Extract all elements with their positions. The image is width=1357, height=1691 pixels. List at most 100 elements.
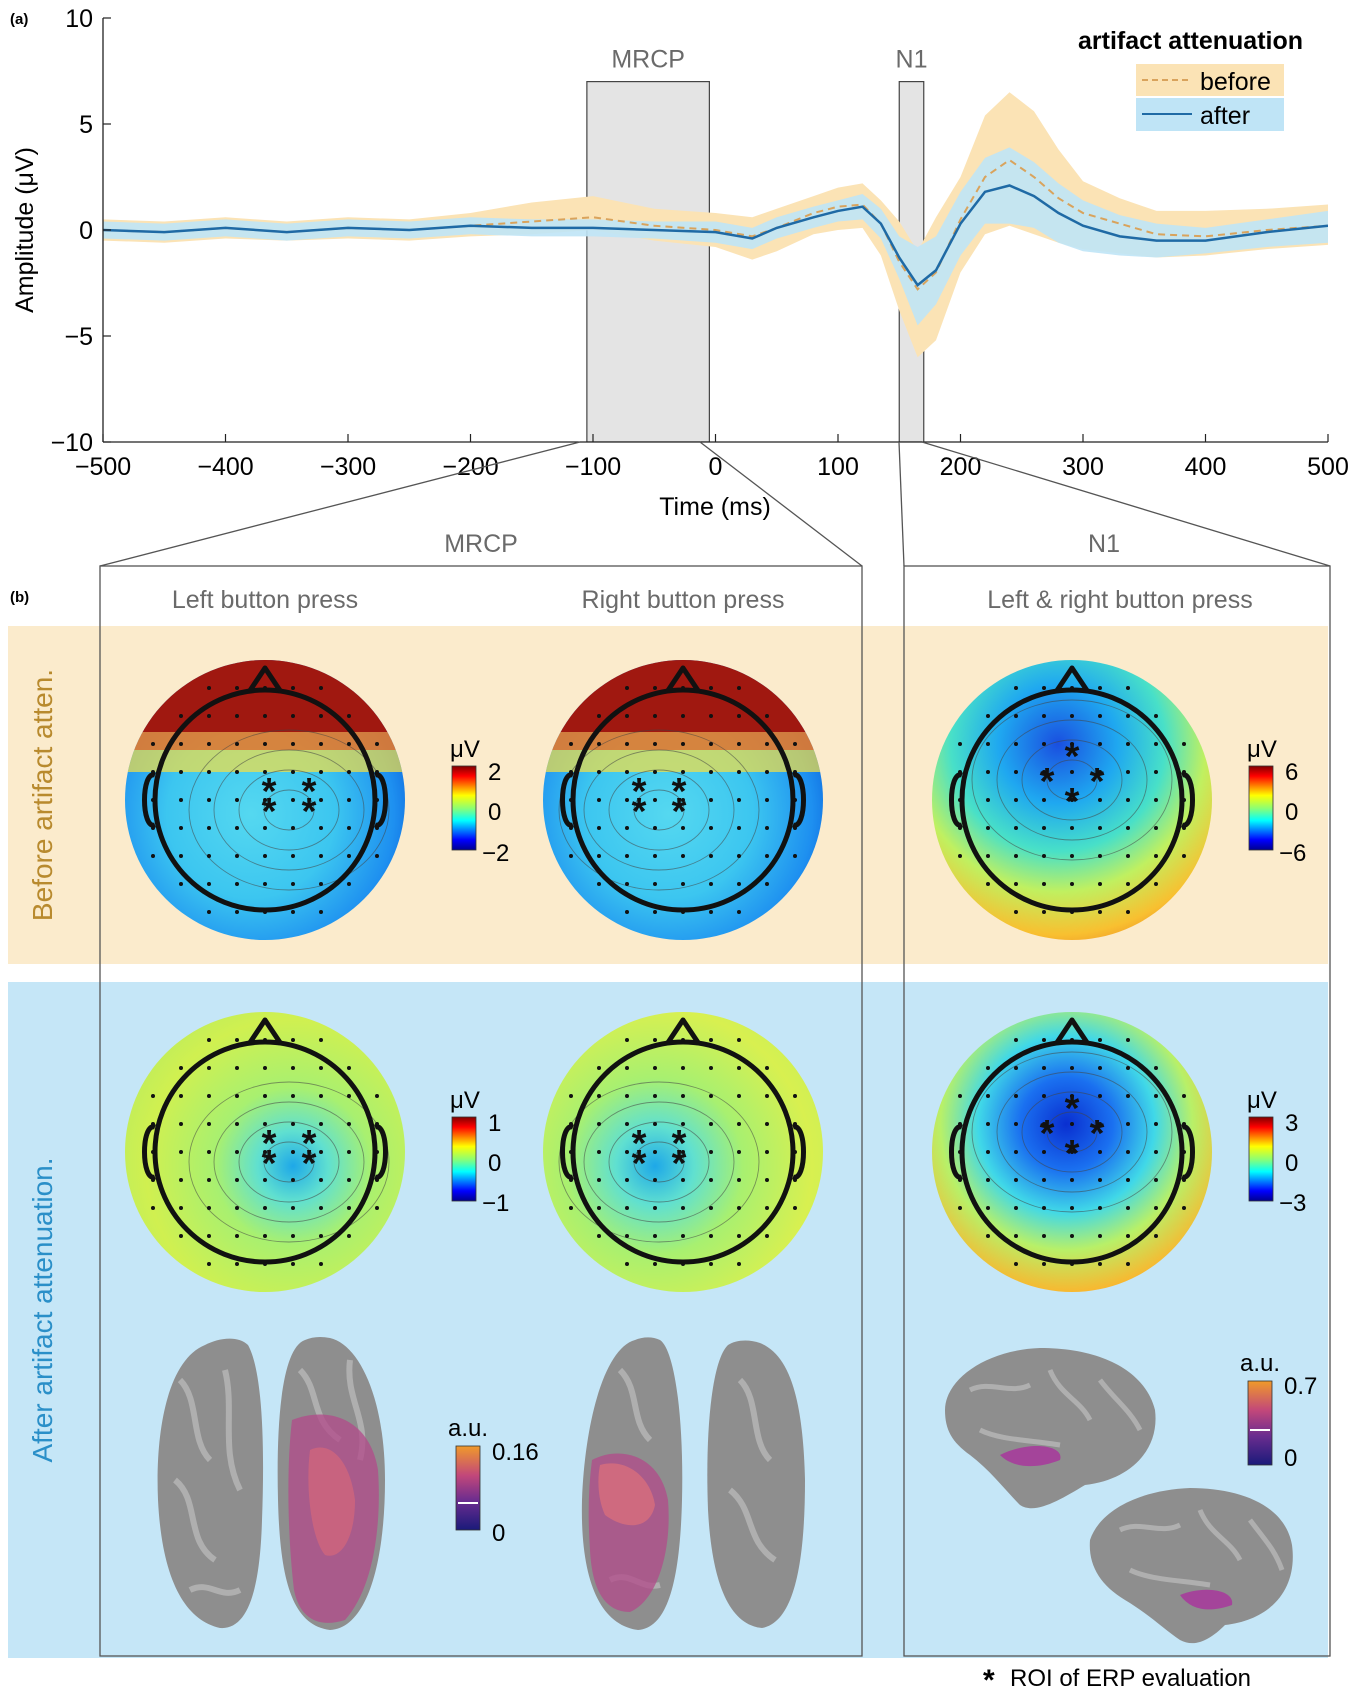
electrode (1154, 1066, 1158, 1070)
electrode (207, 1206, 211, 1210)
electrode (1070, 854, 1074, 858)
electrode (765, 742, 769, 746)
electrode (1070, 798, 1074, 802)
electrode (1154, 826, 1158, 830)
electrode (347, 714, 351, 718)
electrode (709, 770, 713, 774)
electrode (291, 910, 295, 914)
colorbar-mid: 0 (1285, 799, 1298, 826)
electrode (737, 686, 741, 690)
topo-after-n1: ** ** (932, 1012, 1212, 1292)
electrode (1042, 686, 1046, 690)
electrode (1014, 1206, 1018, 1210)
brain-lateral-left (945, 1348, 1156, 1509)
electrode (235, 1066, 239, 1070)
electrode (179, 742, 183, 746)
electrode (1042, 742, 1046, 746)
electrode (1042, 1066, 1046, 1070)
colorbar-after-n1: μV 3 0 −3 (1247, 1087, 1306, 1217)
electrode (319, 854, 323, 858)
electrode (765, 1150, 769, 1154)
electrode (765, 826, 769, 830)
electrode (347, 742, 351, 746)
electrode (958, 1150, 962, 1154)
electrode (235, 1038, 239, 1042)
electrode (737, 1262, 741, 1266)
electrode (1042, 1094, 1046, 1098)
electrode (1098, 1262, 1102, 1266)
right-ear (374, 1124, 388, 1180)
roi-asterisk: * (1090, 1113, 1105, 1155)
electrode (375, 826, 379, 830)
electrode (319, 1206, 323, 1210)
electrode (681, 1094, 685, 1098)
electrode (1126, 686, 1130, 690)
electrode (151, 1122, 155, 1126)
electrode (151, 742, 155, 746)
electrode (1014, 714, 1018, 718)
electrode (597, 882, 601, 886)
electrode (1098, 742, 1102, 746)
electrode (291, 854, 295, 858)
electrode (291, 1122, 295, 1126)
electrode (681, 714, 685, 718)
electrode (986, 1094, 990, 1098)
electrode (263, 742, 267, 746)
panel-a-label: (a) (10, 11, 28, 28)
electrode (1070, 1262, 1074, 1266)
electrode (765, 798, 769, 802)
electrode (1070, 1038, 1074, 1042)
electrode (958, 742, 962, 746)
electrode (375, 770, 379, 774)
electrode (793, 798, 797, 802)
electrode (1042, 910, 1046, 914)
right-ear (792, 1124, 806, 1180)
electrode (597, 1066, 601, 1070)
electrode (1154, 882, 1158, 886)
electrode (625, 1122, 629, 1126)
right-ear (792, 772, 806, 828)
x-tick-label: −200 (442, 453, 498, 481)
electrode (1098, 1122, 1102, 1126)
x-tick-label: −500 (75, 453, 131, 481)
electrode (1126, 1262, 1130, 1266)
electrode (653, 770, 657, 774)
electrode (1154, 1234, 1158, 1238)
electrode (709, 882, 713, 886)
electrode (1042, 1178, 1046, 1182)
electrode (737, 1150, 741, 1154)
electrode (597, 714, 601, 718)
electrode (235, 1262, 239, 1266)
electrode (737, 1038, 741, 1042)
electrode (1070, 1206, 1074, 1210)
roi-asterisk: * (632, 1143, 647, 1185)
electrode (569, 798, 573, 802)
electrode (375, 1122, 379, 1126)
electrode (1182, 1150, 1186, 1154)
electrode (986, 1150, 990, 1154)
electrode (179, 826, 183, 830)
y-tick-label: −5 (64, 323, 93, 351)
roi-asterisk: * (672, 771, 687, 813)
electrode (625, 1094, 629, 1098)
electrode (235, 910, 239, 914)
roi-asterisk: * (262, 1123, 277, 1165)
colorbar-unit: μV (450, 1087, 480, 1114)
colorbar-max: 1 (488, 1110, 501, 1137)
electrode (235, 1122, 239, 1126)
colorbar-after-mrcp: μV 1 0 −1 (450, 1087, 509, 1217)
electrode (319, 770, 323, 774)
electrode (179, 1066, 183, 1070)
roi-asterisk: * (1065, 781, 1080, 823)
electrode (319, 1038, 323, 1042)
electrode (151, 1178, 155, 1182)
electrode (709, 854, 713, 858)
electrode (1014, 1038, 1018, 1042)
electrode (1070, 742, 1074, 746)
electrode (319, 910, 323, 914)
electrode (151, 798, 155, 802)
electrode (986, 770, 990, 774)
electrode (737, 742, 741, 746)
electrode (625, 1150, 629, 1154)
